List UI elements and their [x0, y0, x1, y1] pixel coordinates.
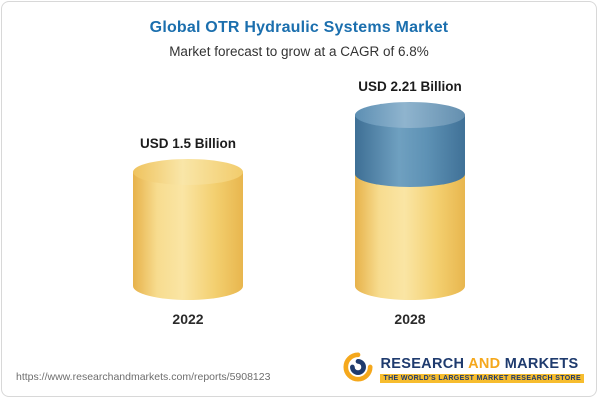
- cylinder-body-yellow: [133, 172, 243, 300]
- logo-word-research: RESEARCH: [380, 356, 465, 372]
- cylinder-top-cap: [355, 102, 465, 128]
- researchandmarkets-logo-icon: [343, 352, 374, 387]
- footer: https://www.researchandmarkets.com/repor…: [16, 352, 584, 387]
- value-label-2028: USD 2.21 Billion: [358, 79, 462, 94]
- cylinder-segment-seam: [355, 161, 465, 187]
- cylinder-2028: [355, 102, 465, 300]
- year-label-2028: 2028: [394, 311, 426, 327]
- logo-word-markets: MARKETS: [504, 356, 579, 372]
- logo-tagline: THE WORLD'S LARGEST MARKET RESEARCH STOR…: [380, 374, 584, 383]
- logo-wordmark: RESEARCH AND MARKETS: [380, 356, 578, 372]
- year-label-2022: 2022: [172, 311, 204, 327]
- cylinder-top-cap: [133, 159, 243, 185]
- value-label-2022: USD 1.5 Billion: [139, 136, 237, 151]
- page-title: Global OTR Hydraulic Systems Market: [149, 19, 449, 36]
- bar-2028: USD 2.21 Billion 2028: [325, 79, 495, 327]
- report-url: https://www.researchandmarkets.com/repor…: [16, 371, 271, 383]
- bar-2022: USD 1.5 Billion 2022: [103, 136, 273, 327]
- logo-word-and: AND: [468, 356, 501, 372]
- cylinder-2022: [133, 159, 243, 300]
- researchandmarkets-logo: RESEARCH AND MARKETS THE WORLD'S LARGEST…: [343, 352, 584, 387]
- cylinder-body-yellow: [355, 174, 465, 300]
- page-subtitle: Market forecast to grow at a CAGR of 6.8…: [169, 44, 429, 59]
- cylinder-bar-chart: USD 1.5 Billion 2022 USD 2.21 Billion 20…: [2, 75, 596, 327]
- logo-text: RESEARCH AND MARKETS THE WORLD'S LARGEST…: [380, 356, 584, 383]
